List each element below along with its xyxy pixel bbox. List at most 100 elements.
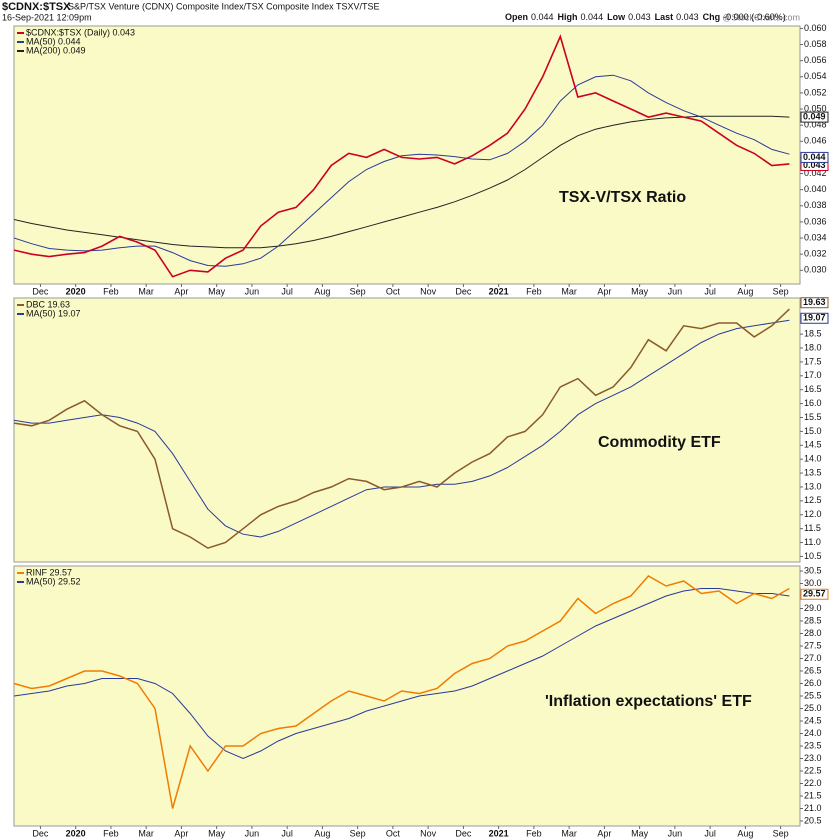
last-value-label: 0.049 [803,111,826,121]
legend-label: MA(200) 0.049 [26,45,86,55]
x-tick-label: Aug [737,286,753,296]
y-tick-label: 10.5 [804,551,822,561]
y-tick-label: 16.5 [804,384,822,394]
y-tick-label: 25.0 [804,703,822,713]
x-tick-label: Dec [32,828,49,838]
x-tick-label: Jun [245,828,260,838]
x-tick-label: 2020 [66,286,86,296]
x-tick-label: Feb [526,828,542,838]
y-tick-label: 24.0 [804,728,822,738]
y-tick-label: 0.052 [804,87,827,97]
x-tick-label: Jul [281,286,293,296]
y-tick-label: 12.5 [804,495,822,505]
series-line [14,308,790,549]
quote-label: Chg [703,12,721,22]
y-tick-label: 0.046 [804,136,827,146]
x-tick-label: Nov [420,828,437,838]
last-value-box [800,588,829,600]
x-tick-label: Mar [561,286,577,296]
y-tick-label: 16.0 [804,398,822,408]
y-tick-label: 17.0 [804,370,822,380]
x-tick-label: Dec [455,286,472,296]
quote-value: 0.043 [628,12,651,22]
y-tick-label: 0.054 [804,71,827,81]
y-tick-label: 15.0 [804,426,822,436]
y-tick-label: 21.0 [804,803,822,813]
legend-label: $CDNX:$TSX (Daily) 0.043 [26,27,135,37]
y-tick-label: 0.060 [804,23,827,33]
y-tick-label: 28.5 [804,615,822,625]
x-tick-label: 2021 [489,828,509,838]
legend-label: DBC 19.63 [26,299,70,309]
y-tick-label: 0.058 [804,39,827,49]
last-value-box [800,111,829,123]
x-tick-label: Sep [350,828,366,838]
date: 16-Sep-2021 12:09pm [2,12,92,22]
y-tick-label: 12.0 [804,509,822,519]
x-tick-label: May [208,286,226,296]
y-tick-label: 22.0 [804,778,822,788]
quote: Open 0.044 High 0.044 Low 0.043 Last 0.043 Chg -0… [505,12,786,22]
last-value-box [800,151,829,163]
y-tick-label: 23.0 [804,753,822,763]
y-tick-label: 0.038 [804,200,827,210]
series-line [14,588,790,760]
legend-label: MA(50) 0.044 [26,36,81,46]
y-tick-label: 13.5 [804,467,822,477]
annotation: 'Inflation expectations' ETF [545,693,752,710]
y-tick-label: 30.0 [804,578,822,588]
x-tick-label: Feb [103,286,119,296]
series-line [14,34,790,278]
x-tick-label: Jun [668,828,683,838]
series-line [14,575,790,809]
y-tick-label: 27.0 [804,653,822,663]
x-tick-label: Aug [314,286,330,296]
quote-value: 0.044 [581,12,604,22]
y-tick-label: 27.5 [804,640,822,650]
panel [13,297,801,563]
x-tick-label: Feb [103,828,119,838]
y-tick-label: 13.0 [804,481,822,491]
x-tick-label: Mar [138,828,154,838]
y-tick-label: 30.5 [804,565,822,575]
quote-label: High [558,12,578,22]
x-tick-label: May [631,828,649,838]
y-tick-label: 0.048 [804,120,827,130]
subtitle: S&P/TSX Venture (CDNX) Composite Index/T… [68,1,379,11]
x-tick-label: Jun [668,286,683,296]
x-tick-label: Apr [174,286,188,296]
x-tick-label: May [208,828,226,838]
y-tick-label: 22.5 [804,765,822,775]
x-tick-label: Aug [737,828,753,838]
y-tick-label: 0.056 [804,55,827,65]
y-tick-label: 14.0 [804,454,822,464]
x-tick-label: Jun [245,286,260,296]
y-tick-label: 0.036 [804,216,827,226]
y-tick-label: 0.032 [804,249,827,259]
legend-label: MA(50) 19.07 [26,308,81,318]
y-tick-label: 21.5 [804,790,822,800]
x-tick-label: Sep [350,286,366,296]
quote-value: 0.044 [531,12,554,22]
y-tick-label: 20.5 [804,815,822,825]
x-tick-label: May [631,286,649,296]
y-tick-label: 17.5 [804,356,822,366]
quote-label: Open [505,12,528,22]
y-tick-label: 0.034 [804,232,827,242]
last-value-label: 0.044 [803,152,826,162]
series-line [14,74,790,267]
y-tick-label: 18.5 [804,329,822,339]
x-tick-label: Apr [597,828,611,838]
quote-label: Low [607,12,626,22]
x-tick-label: Apr [174,828,188,838]
x-tick-label: Dec [32,286,49,296]
y-tick-label: 11.5 [804,523,821,533]
y-tick-label: 0.050 [804,103,827,113]
watermark: @StockCharts.com [722,12,800,22]
quote-value: -0.000 (-0.60%) [723,12,786,22]
x-tick-label: Apr [597,286,611,296]
x-tick-label: Jul [281,828,293,838]
last-value-label: 19.63 [803,297,826,307]
y-tick-label: 15.5 [804,412,822,422]
annotation: Commodity ETF [598,434,721,451]
